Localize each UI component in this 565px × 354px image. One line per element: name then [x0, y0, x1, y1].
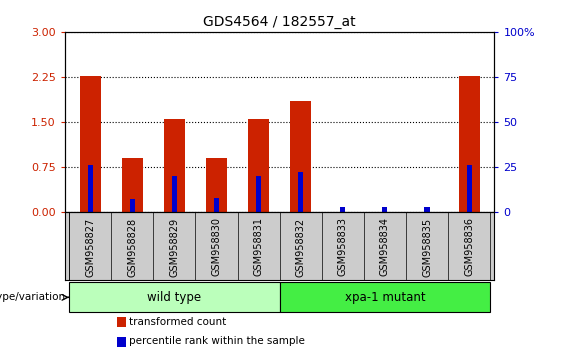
Bar [116, 337, 126, 347]
Text: GSM958831: GSM958831 [254, 217, 264, 276]
Text: GSM958834: GSM958834 [380, 217, 390, 276]
Text: genotype/variation: genotype/variation [0, 292, 66, 302]
Bar [298, 172, 303, 212]
Bar [459, 76, 480, 212]
Bar [290, 101, 311, 212]
Bar [424, 207, 429, 212]
Bar [164, 119, 185, 212]
Text: GSM958830: GSM958830 [211, 217, 221, 276]
Bar [214, 198, 219, 212]
Bar [383, 207, 388, 212]
Text: percentile rank within the sample: percentile rank within the sample [129, 336, 305, 346]
Bar [340, 207, 345, 212]
Text: GSM958828: GSM958828 [127, 217, 137, 276]
Bar [206, 158, 227, 212]
Text: transformed count: transformed count [129, 317, 227, 327]
Bar [116, 317, 126, 327]
Bar [467, 165, 472, 212]
Bar [280, 282, 490, 312]
Bar [256, 176, 261, 212]
Bar [69, 282, 280, 312]
Bar [122, 158, 143, 212]
Text: GSM958827: GSM958827 [85, 217, 95, 277]
Text: GSM958836: GSM958836 [464, 217, 474, 276]
Text: wild type: wild type [147, 291, 202, 304]
Text: xpa-1 mutant: xpa-1 mutant [345, 291, 425, 304]
Bar [88, 165, 93, 212]
Text: GSM958835: GSM958835 [422, 217, 432, 276]
Bar [248, 119, 269, 212]
Text: GSM958829: GSM958829 [170, 217, 180, 276]
Bar [172, 176, 177, 212]
Text: GSM958832: GSM958832 [295, 217, 306, 276]
Bar [80, 76, 101, 212]
Title: GDS4564 / 182557_at: GDS4564 / 182557_at [203, 16, 356, 29]
Text: GSM958833: GSM958833 [338, 217, 348, 276]
Bar [130, 199, 135, 212]
